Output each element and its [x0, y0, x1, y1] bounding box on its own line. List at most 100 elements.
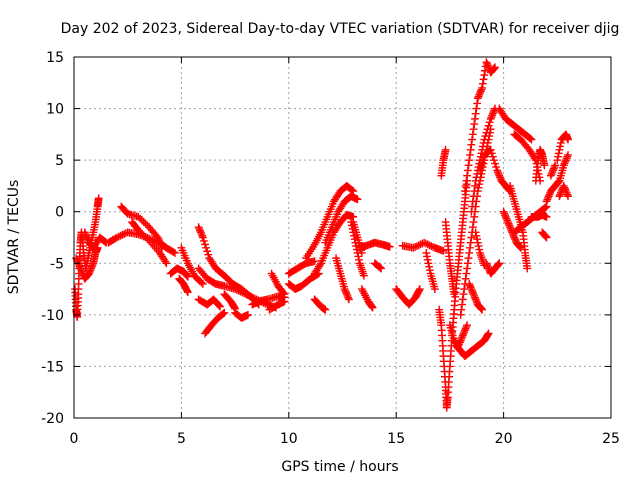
data-point [198, 280, 207, 288]
x-tick-label: 20 [495, 431, 513, 447]
series-track-bf [546, 161, 560, 180]
data-point [423, 255, 432, 264]
data-point [516, 243, 524, 251]
data-point [473, 238, 482, 247]
data-point [244, 310, 252, 319]
data-point [477, 304, 486, 313]
series-track-ai [441, 218, 459, 299]
data-point [490, 156, 498, 165]
data-point [461, 182, 470, 190]
series-track-n [220, 290, 239, 313]
series-track-ad [370, 259, 386, 273]
series-track-ab [357, 285, 377, 312]
data-point [470, 212, 479, 221]
data-point [462, 176, 471, 185]
data-point [463, 166, 472, 175]
x-axis-label: GPS time / hours [281, 459, 398, 475]
data-point [353, 195, 362, 204]
data-point [461, 187, 469, 195]
data-point [348, 186, 357, 195]
series-track-aq [482, 259, 504, 278]
data-point [554, 152, 562, 161]
data-point [162, 259, 171, 268]
series-track-ap [465, 280, 487, 314]
series-track-b [72, 243, 102, 283]
data-point [464, 161, 473, 170]
data-point [475, 245, 484, 254]
y-tick-label: 10 [46, 102, 64, 118]
data-point [472, 173, 481, 182]
x-tick-label: 15 [387, 431, 405, 447]
plot-frame [73, 56, 612, 419]
data-point [471, 182, 479, 190]
series-track-o [231, 308, 252, 322]
data-point [523, 264, 532, 273]
series-track-h [177, 243, 207, 288]
data-point [355, 255, 363, 264]
data-point [471, 228, 480, 237]
series-track-y [332, 254, 353, 304]
data-point [474, 242, 483, 250]
data-point [465, 249, 474, 257]
data-point [200, 237, 208, 245]
data-point [487, 149, 496, 158]
data-point [472, 104, 481, 113]
x-tick-label: 25 [602, 431, 620, 447]
y-axis-label: SDTVAR / TECUs [6, 180, 22, 295]
data-point [480, 71, 489, 79]
data-point [468, 130, 477, 139]
series-track-m [201, 308, 229, 338]
data-point [450, 290, 459, 299]
data-point [183, 288, 192, 297]
data-point [219, 309, 228, 318]
data-point [216, 302, 224, 311]
series-track-av [506, 182, 532, 273]
data-point [300, 260, 309, 269]
data-point [468, 223, 477, 232]
data-point [279, 288, 288, 297]
data-point [94, 194, 103, 203]
data-point [469, 218, 478, 226]
series-track-w [321, 192, 362, 247]
data-point [467, 207, 476, 216]
data-point [480, 135, 489, 144]
data-point [486, 145, 495, 154]
data-point [466, 151, 474, 159]
data-point [423, 252, 431, 261]
data-point [458, 295, 467, 304]
y-tick-label: -20 [41, 411, 64, 427]
data-point [425, 262, 434, 271]
series-track-ag [422, 249, 439, 293]
data-point [479, 139, 488, 147]
data-point [492, 163, 500, 171]
data-point [482, 128, 491, 137]
series-track-t [284, 257, 319, 278]
data-point [468, 135, 476, 144]
data-point [169, 248, 178, 257]
series-track-u [302, 182, 358, 263]
data-point [494, 260, 503, 269]
data-point [430, 285, 439, 293]
data-point [478, 142, 487, 151]
data-point [470, 187, 479, 195]
data-point [459, 290, 468, 299]
series-track-af [392, 285, 424, 309]
series-track-bc [553, 130, 572, 165]
x-tick-label: 10 [280, 431, 298, 447]
data-point [554, 177, 563, 186]
y-axis-ticks: -20 -15 -10 -5 0 5 10 15 [41, 50, 611, 427]
data-point [484, 329, 493, 338]
data-point [457, 305, 466, 314]
data-point [354, 252, 363, 261]
data-point [171, 249, 179, 257]
series-track-ba [538, 228, 551, 242]
data-point [480, 261, 489, 270]
data-point [203, 247, 212, 256]
data-point [491, 63, 499, 72]
data-point [345, 295, 353, 304]
series-track-al [452, 329, 493, 361]
data-point [470, 120, 479, 128]
data-point [516, 243, 525, 252]
data-point [385, 242, 394, 251]
series-track-at [495, 104, 536, 144]
